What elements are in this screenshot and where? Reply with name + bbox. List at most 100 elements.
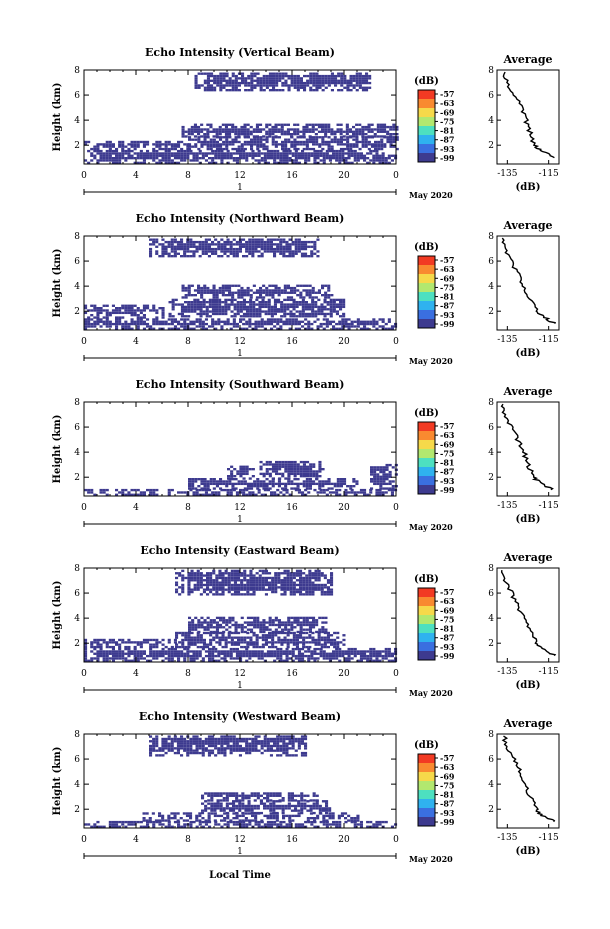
echo-cell bbox=[259, 130, 263, 133]
echo-cell bbox=[199, 572, 203, 575]
echo-cell bbox=[234, 623, 238, 627]
echo-cell bbox=[234, 74, 238, 78]
echo-cell bbox=[279, 245, 283, 248]
echo-cell bbox=[312, 482, 316, 486]
echo-cell bbox=[231, 296, 235, 299]
echo-cell bbox=[317, 576, 321, 580]
echo-cell bbox=[190, 590, 194, 594]
echo-cell bbox=[333, 136, 337, 139]
echo-cell bbox=[294, 149, 298, 153]
echo-cell bbox=[121, 316, 125, 319]
x-tick-label: 4 bbox=[133, 337, 139, 347]
echo-cell bbox=[256, 77, 260, 80]
echo-cell bbox=[321, 630, 325, 634]
echo-cell bbox=[149, 250, 153, 253]
echo-cell bbox=[278, 77, 282, 80]
echo-cell bbox=[257, 657, 261, 660]
echo-cell bbox=[335, 491, 339, 494]
echo-cell bbox=[264, 636, 268, 639]
echo-cell bbox=[263, 161, 267, 165]
echo-cell bbox=[181, 286, 185, 290]
echo-cell bbox=[292, 590, 296, 594]
echo-cell bbox=[258, 588, 262, 591]
echo-cell bbox=[223, 240, 227, 244]
echo-cell bbox=[295, 645, 299, 649]
echo-cell bbox=[254, 320, 258, 323]
echo-cell bbox=[304, 157, 308, 160]
echo-cell bbox=[224, 645, 228, 649]
echo-cell bbox=[299, 284, 303, 287]
echo-cell bbox=[257, 159, 261, 162]
echo-cell bbox=[263, 659, 267, 662]
echo-cell bbox=[301, 659, 305, 662]
colorbar-tick-label: -75 bbox=[440, 448, 454, 458]
echo-cell bbox=[190, 305, 194, 309]
echo-cell bbox=[370, 468, 374, 471]
echo-cell bbox=[180, 650, 184, 653]
echo-cell bbox=[277, 294, 281, 297]
echo-cell bbox=[282, 152, 286, 155]
echo-cell bbox=[252, 588, 256, 591]
echo-cell bbox=[263, 159, 267, 162]
echo-cell bbox=[311, 303, 315, 306]
echo-cell bbox=[115, 320, 119, 323]
echo-cell bbox=[320, 312, 324, 316]
echo-cell bbox=[363, 657, 367, 660]
echo-cell bbox=[311, 128, 315, 131]
echo-cell bbox=[196, 572, 200, 575]
echo-cell bbox=[317, 572, 321, 575]
echo-cell bbox=[198, 493, 202, 496]
echo-cell bbox=[327, 130, 331, 133]
echo-cell bbox=[326, 631, 330, 635]
echo-cell bbox=[311, 130, 315, 133]
echo-cell bbox=[171, 298, 175, 302]
echo-cell bbox=[180, 159, 184, 162]
echo-cell bbox=[158, 143, 162, 146]
echo-cell bbox=[240, 291, 244, 294]
echo-cell bbox=[199, 576, 203, 580]
echo-cell bbox=[302, 289, 306, 292]
echo-cell bbox=[146, 325, 150, 328]
echo-cell bbox=[93, 309, 97, 312]
echo-cell bbox=[235, 247, 239, 251]
echo-cell bbox=[239, 488, 243, 492]
echo-cell bbox=[96, 650, 100, 653]
echo-cell bbox=[296, 465, 300, 468]
echo-cell bbox=[315, 74, 319, 78]
echo-cell bbox=[190, 588, 194, 591]
echo-cell bbox=[177, 320, 181, 323]
echo-cell bbox=[253, 143, 257, 146]
echo-cell bbox=[287, 74, 291, 78]
echo-cell bbox=[235, 657, 239, 660]
colorbar-tick-label: -69 bbox=[440, 107, 455, 117]
echo-cell bbox=[199, 315, 203, 318]
echo-cell bbox=[322, 161, 326, 165]
echo-cell bbox=[286, 308, 290, 311]
echo-cell bbox=[118, 161, 122, 165]
echo-cell bbox=[220, 245, 224, 248]
echo-cell bbox=[222, 619, 226, 622]
echo-cell bbox=[190, 579, 194, 582]
echo-cell bbox=[167, 245, 171, 248]
echo-cell bbox=[180, 312, 184, 316]
echo-cell bbox=[206, 579, 210, 582]
echo-cell bbox=[361, 143, 365, 146]
echo-cell bbox=[205, 312, 209, 316]
echo-cell bbox=[192, 322, 196, 326]
echo-cell bbox=[372, 652, 376, 655]
echo-cell bbox=[308, 485, 312, 488]
echo-cell bbox=[225, 84, 229, 87]
echo-cell bbox=[133, 488, 137, 492]
echo-cell bbox=[346, 86, 350, 89]
echo-cell bbox=[186, 245, 190, 248]
echo-cell bbox=[146, 307, 150, 310]
echo-cell bbox=[278, 72, 282, 75]
echo-cell bbox=[272, 79, 276, 82]
echo-cell bbox=[364, 125, 368, 129]
echo-cell bbox=[204, 152, 208, 155]
echo-cell bbox=[212, 289, 216, 292]
echo-cell bbox=[105, 309, 109, 312]
echo-cell bbox=[152, 322, 156, 326]
echo-cell bbox=[280, 593, 284, 596]
echo-cell bbox=[270, 149, 274, 153]
